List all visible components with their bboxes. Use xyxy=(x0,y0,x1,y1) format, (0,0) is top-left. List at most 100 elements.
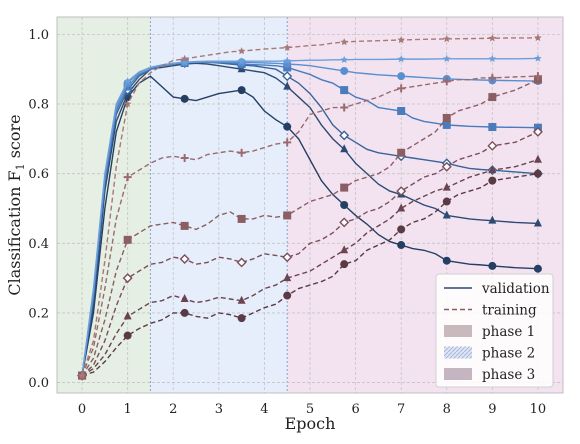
y-tick-label: 0.8 xyxy=(28,98,49,113)
x-tick-label: 2 xyxy=(169,402,177,417)
data-point-square xyxy=(397,148,406,157)
data-point-square xyxy=(397,107,406,115)
data-point-diamond xyxy=(396,186,407,197)
data-point-star xyxy=(488,54,497,63)
legend-item-training: training xyxy=(444,303,537,319)
data-point-plus xyxy=(533,72,542,81)
data-point-diamond xyxy=(487,140,498,151)
y-axis-label: Classification F1 score xyxy=(5,114,27,295)
data-point-circle xyxy=(340,260,349,269)
x-tick-label: 9 xyxy=(488,402,496,417)
data-point-star xyxy=(180,58,189,66)
data-point-star xyxy=(534,54,542,62)
data-point-star xyxy=(123,77,132,85)
legend: validation training phase 1 phase 2 phase 3 xyxy=(435,273,554,388)
data-point-star xyxy=(397,55,405,63)
x-tick-label: 6 xyxy=(351,402,359,417)
data-point-star xyxy=(237,57,246,65)
x-tick-label: 10 xyxy=(530,402,547,417)
legend-label: training xyxy=(482,303,537,319)
data-point-star xyxy=(397,35,405,44)
data-point-circle xyxy=(488,261,497,270)
data-point-star xyxy=(123,100,132,108)
data-point-triangle xyxy=(340,245,349,254)
x-tick-label: 3 xyxy=(215,402,223,417)
data-point-circle xyxy=(180,94,189,103)
data-point-circle xyxy=(283,60,292,68)
legend-label: phase 2 xyxy=(482,346,535,362)
data-point-triangle xyxy=(123,311,132,320)
data-point-star xyxy=(180,54,189,63)
data-point-star xyxy=(442,34,451,43)
y-tick-label: 0.2 xyxy=(28,306,49,321)
data-point-diamond xyxy=(236,257,247,268)
data-point-circle xyxy=(237,314,246,323)
x-tick-label: 8 xyxy=(443,402,451,417)
data-point-triangle xyxy=(488,215,497,224)
series-line-training xyxy=(81,159,539,377)
legend-label: validation xyxy=(481,281,550,297)
plot-frame xyxy=(56,16,564,394)
data-point-circle xyxy=(397,72,406,81)
data-point-star xyxy=(283,56,292,65)
data-point-square xyxy=(340,86,349,95)
series-training-triangle xyxy=(78,154,542,379)
data-point-star xyxy=(534,33,542,42)
y-axis-label-main: Classification F xyxy=(5,170,24,295)
data-point-square xyxy=(237,214,246,223)
y-tick-label: 0.0 xyxy=(28,376,49,391)
data-point-square xyxy=(442,113,451,122)
series-line-training xyxy=(81,172,539,377)
data-point-star xyxy=(78,371,86,379)
legend-label: phase 3 xyxy=(482,367,535,383)
data-point-diamond xyxy=(441,161,452,172)
series-line-validation xyxy=(81,75,538,376)
legend-swatch-patch xyxy=(444,368,472,380)
data-point-diamond xyxy=(179,253,190,264)
data-point-plus xyxy=(283,138,292,147)
legend-item-phase-3: phase 3 xyxy=(444,367,535,383)
data-point-star xyxy=(340,55,348,64)
data-point-triangle xyxy=(533,218,542,227)
data-point-triangle xyxy=(442,210,451,219)
x-axis-label: Epoch xyxy=(285,414,336,433)
data-point-circle xyxy=(180,308,189,317)
data-point-triangle xyxy=(180,294,189,302)
data-point-square xyxy=(442,120,451,129)
data-point-circle xyxy=(533,169,542,178)
data-point-diamond xyxy=(282,252,293,263)
data-point-square xyxy=(488,123,497,132)
data-point-circle xyxy=(397,241,406,250)
x-tick-label: 5 xyxy=(306,402,314,417)
x-tick-label: 1 xyxy=(124,402,132,417)
legend-item-phase-2: phase 2 xyxy=(444,346,535,362)
data-point-triangle xyxy=(488,165,497,174)
y-tick-label: 1.0 xyxy=(28,28,49,43)
data-point-triangle xyxy=(442,182,451,191)
data-point-circle xyxy=(237,86,246,95)
data-point-circle xyxy=(397,225,406,234)
data-point-square xyxy=(123,235,132,244)
data-point-triangle xyxy=(237,295,246,304)
data-point-star xyxy=(442,54,451,63)
x-tick-label: 0 xyxy=(78,402,86,417)
data-point-circle xyxy=(340,201,349,209)
series-layer xyxy=(77,33,543,381)
data-point-circle xyxy=(533,264,542,273)
data-point-plus xyxy=(123,173,132,182)
data-point-circle xyxy=(488,176,497,185)
data-point-triangle xyxy=(397,203,406,212)
series-training-circle xyxy=(78,169,542,380)
data-point-square xyxy=(488,93,497,102)
data-point-plus xyxy=(442,77,451,86)
legend-label: phase 1 xyxy=(482,324,535,340)
data-point-plus xyxy=(488,73,497,82)
data-point-square xyxy=(180,221,189,230)
series-line-training xyxy=(81,37,538,376)
data-point-diamond xyxy=(339,217,350,228)
legend-box xyxy=(435,273,554,388)
data-point-diamond xyxy=(339,130,350,141)
data-point-diamond xyxy=(282,71,293,82)
series-training-plus xyxy=(78,72,542,380)
